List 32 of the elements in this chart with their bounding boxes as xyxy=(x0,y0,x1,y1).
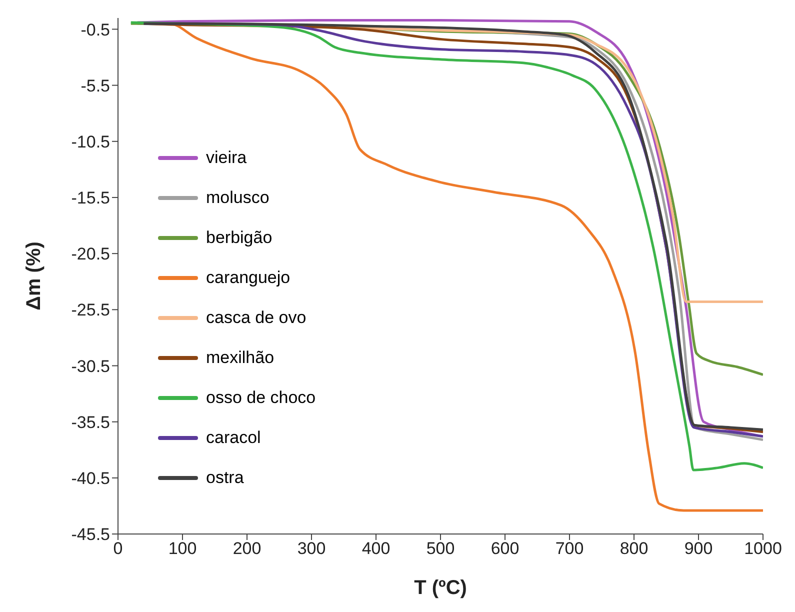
x-tick-label: 200 xyxy=(232,539,262,558)
y-tick-label: -10.5 xyxy=(71,132,110,152)
legend-label: caracol xyxy=(206,428,261,448)
x-tick-label: 1000 xyxy=(744,539,782,558)
y-axis-title: Δm (%) xyxy=(23,242,46,310)
legend-label: berbigão xyxy=(206,228,272,248)
legend-label: casca de ovo xyxy=(206,308,306,328)
y-tick-label: -5.5 xyxy=(80,76,110,96)
legend-label: ostra xyxy=(206,468,244,488)
x-tick-label: 0 xyxy=(113,539,123,558)
legend-label: mexilhão xyxy=(206,348,274,368)
x-axis-title: T (ºC) xyxy=(414,577,467,599)
y-tick-label: -45.5 xyxy=(71,525,110,544)
y-tick-label: -30.5 xyxy=(71,356,110,376)
y-tick-label: -0.5 xyxy=(80,20,110,40)
x-tick-label: 300 xyxy=(297,539,326,558)
legend-label: osso de choco xyxy=(206,388,316,408)
y-tick-label: -15.5 xyxy=(71,188,110,208)
x-tick-label: 800 xyxy=(620,539,648,558)
x-tick-label: 900 xyxy=(684,539,713,558)
legend-label: vieira xyxy=(206,148,247,168)
y-tick-label: -25.5 xyxy=(71,300,110,320)
x-tick-label: 400 xyxy=(362,539,390,558)
x-tick-label: 100 xyxy=(168,539,197,558)
x-tick-label: 700 xyxy=(555,539,584,558)
y-tick-label: -35.5 xyxy=(71,412,110,432)
y-tick-label: -20.5 xyxy=(71,244,110,264)
legend-label: caranguejo xyxy=(206,268,290,288)
y-tick-label: -40.5 xyxy=(71,468,110,488)
legend-label: molusco xyxy=(206,188,270,208)
x-tick-label: 600 xyxy=(490,539,520,558)
x-tick-label: 500 xyxy=(426,539,455,558)
